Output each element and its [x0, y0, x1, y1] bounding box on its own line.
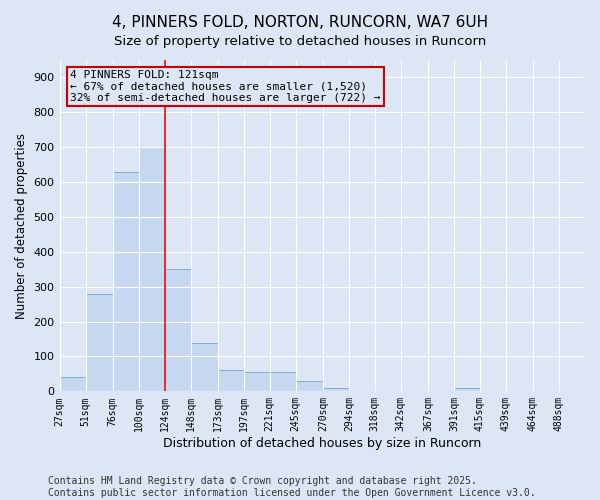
Text: Size of property relative to detached houses in Runcorn: Size of property relative to detached ho…	[114, 35, 486, 48]
Bar	[113, 172, 139, 392]
Bar	[296, 381, 323, 392]
Bar	[323, 388, 349, 392]
Bar	[270, 372, 296, 392]
X-axis label: Distribution of detached houses by size in Runcorn: Distribution of detached houses by size …	[163, 437, 481, 450]
Text: 4 PINNERS FOLD: 121sqm
← 67% of detached houses are smaller (1,520)
32% of semi-: 4 PINNERS FOLD: 121sqm ← 67% of detached…	[70, 70, 380, 103]
Text: 4, PINNERS FOLD, NORTON, RUNCORN, WA7 6UH: 4, PINNERS FOLD, NORTON, RUNCORN, WA7 6U…	[112, 15, 488, 30]
Bar	[139, 147, 164, 392]
Bar	[164, 270, 191, 392]
Y-axis label: Number of detached properties: Number of detached properties	[15, 132, 28, 318]
Bar	[86, 294, 113, 392]
Bar	[454, 388, 480, 392]
Bar	[244, 372, 270, 392]
Text: Contains HM Land Registry data © Crown copyright and database right 2025.
Contai: Contains HM Land Registry data © Crown c…	[48, 476, 536, 498]
Bar	[59, 376, 86, 392]
Bar	[218, 370, 244, 392]
Bar	[191, 342, 218, 392]
